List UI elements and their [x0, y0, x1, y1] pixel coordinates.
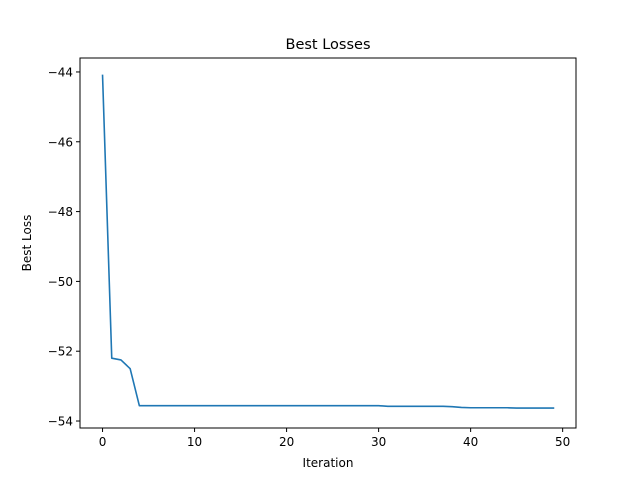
y-tick-label: −54 [48, 415, 73, 429]
axes-frame [79, 57, 577, 429]
y-axis: −44 −46 −48 −50 −52 −54 [48, 65, 80, 429]
plot-area [101, 74, 555, 409]
x-tick-label: 10 [187, 435, 202, 449]
x-tick-label: 30 [371, 435, 386, 449]
x-tick-label: 50 [555, 435, 570, 449]
x-tick-label: 40 [463, 435, 478, 449]
y-tick-label: −48 [48, 205, 73, 219]
y-tick-label: −52 [48, 345, 73, 359]
y-axis-title: Best Loss [20, 215, 34, 272]
chart-title: Best Losses [286, 37, 371, 53]
x-tick-label: 0 [99, 435, 107, 449]
y-tick-label: −46 [48, 135, 73, 149]
x-axis-title: Iteration [303, 456, 354, 470]
x-tick-label: 20 [279, 435, 294, 449]
y-tick-label: −44 [48, 65, 73, 79]
x-axis: 0 10 20 30 40 50 [99, 428, 570, 449]
series-line [101, 74, 555, 409]
y-tick-label: −50 [48, 275, 73, 289]
